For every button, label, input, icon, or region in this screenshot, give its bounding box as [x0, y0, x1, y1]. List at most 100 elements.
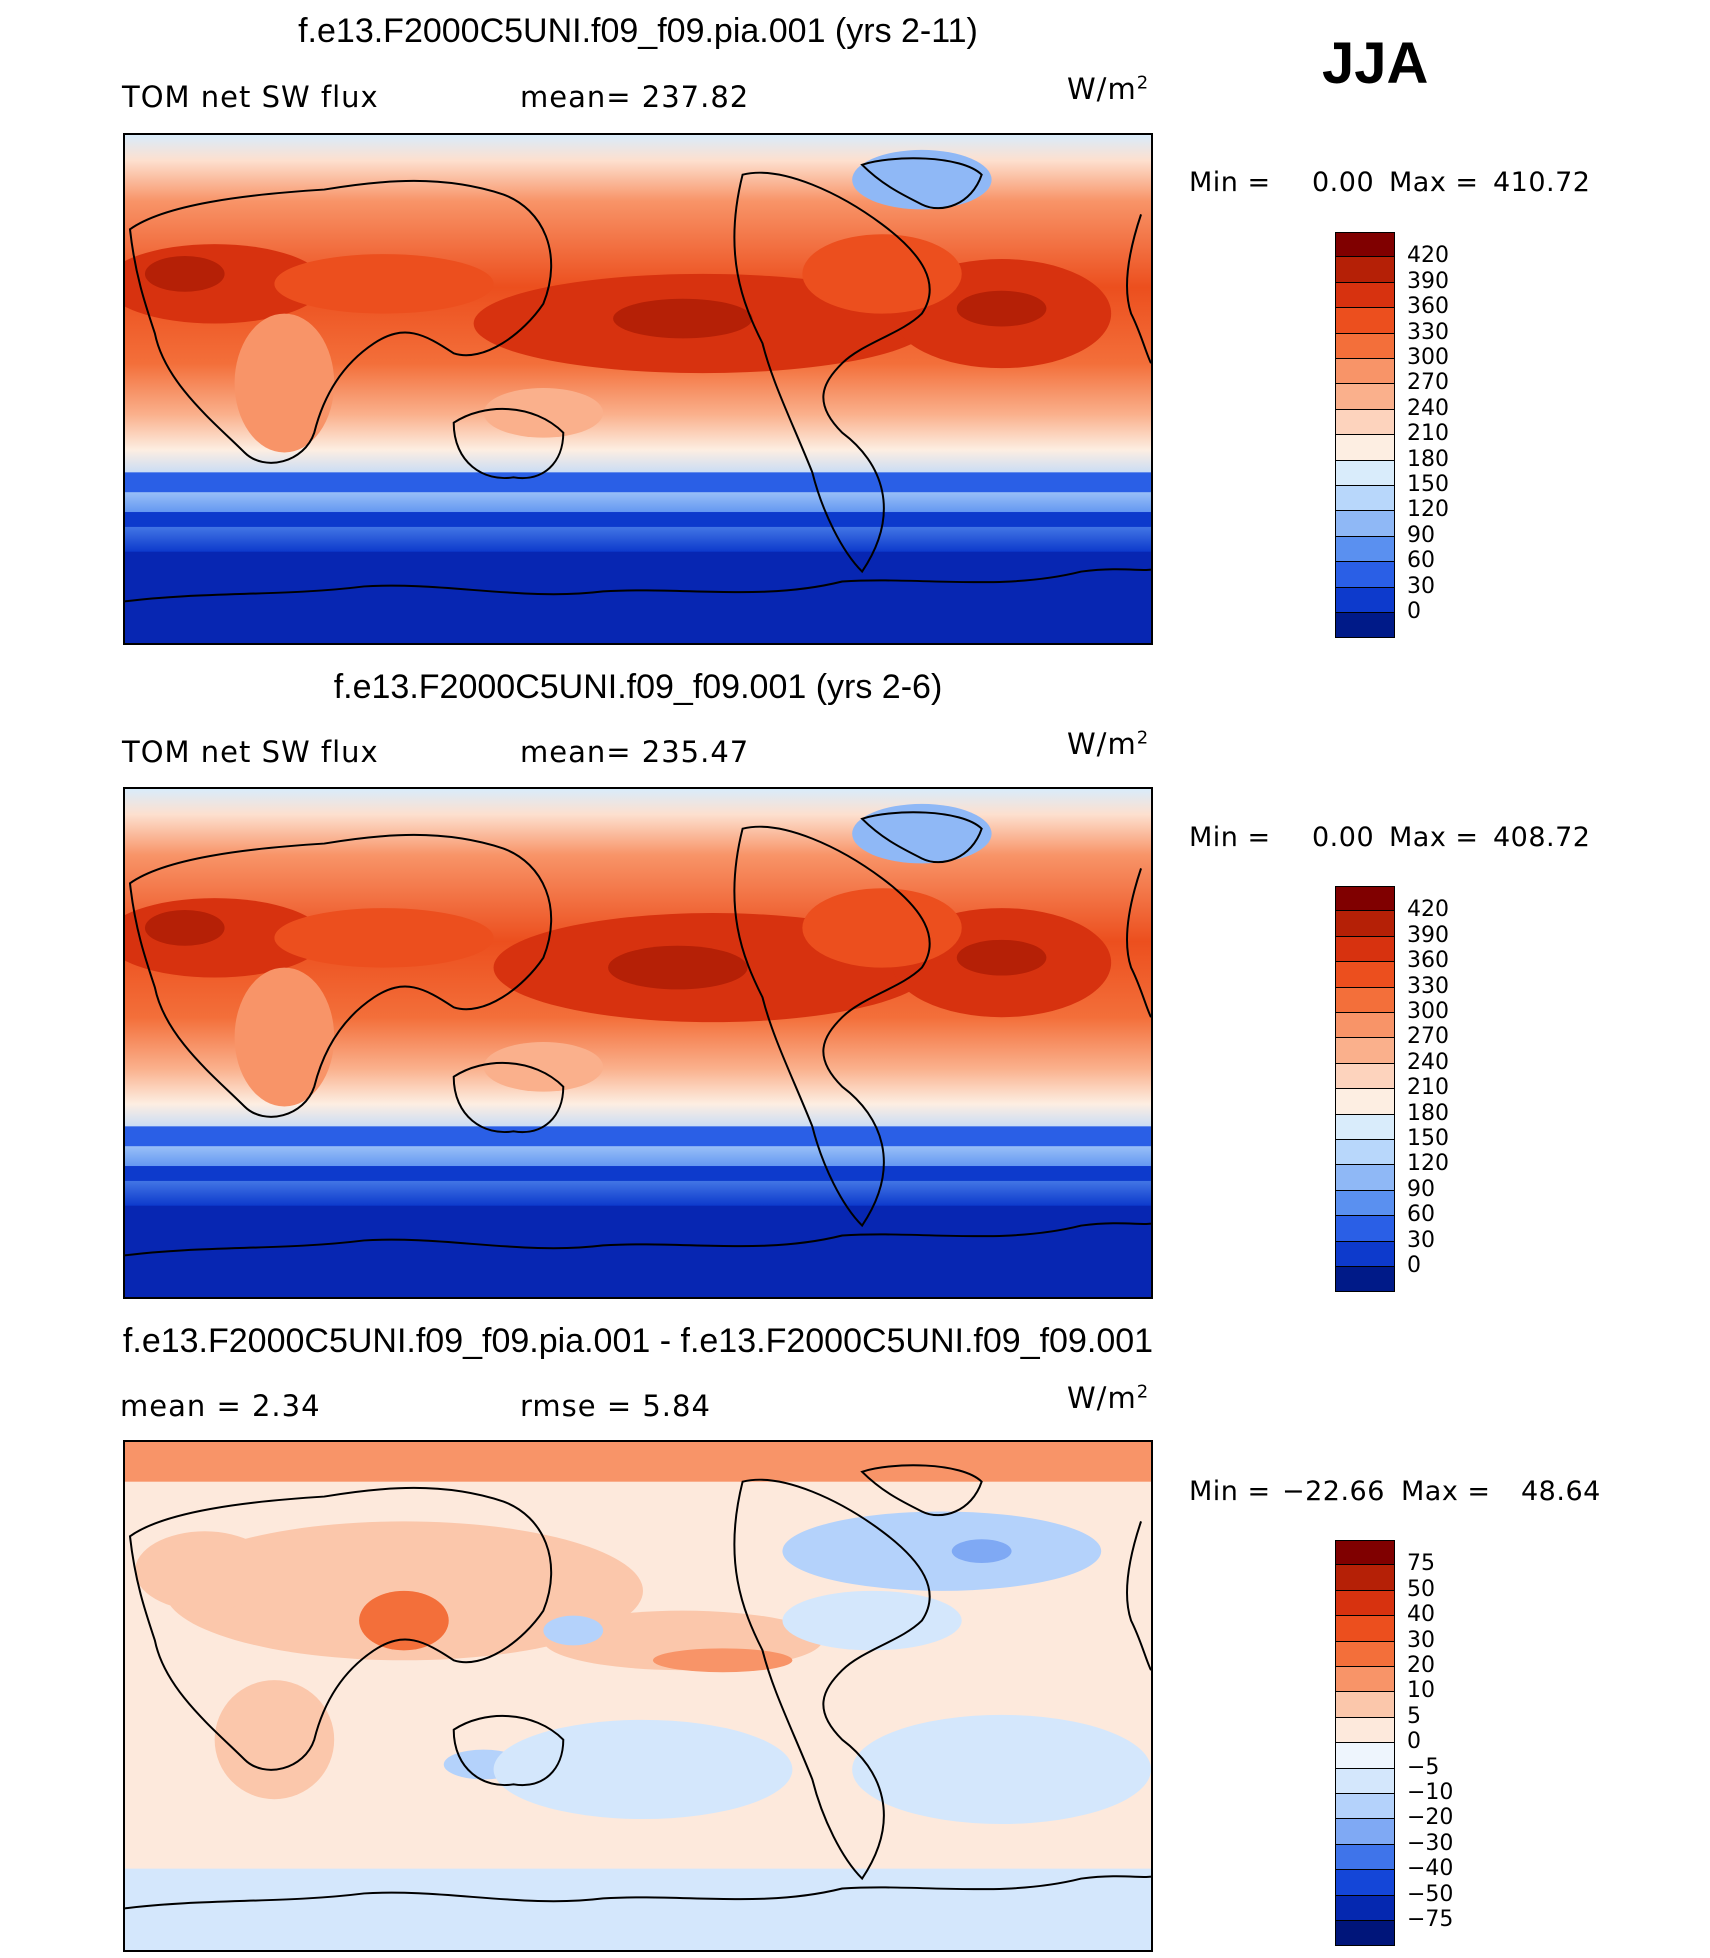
- colorbar-swatch: [1335, 886, 1395, 912]
- colorbar-level-label: −20: [1407, 1805, 1454, 1831]
- panel-1-colorbar: 420 390 360 330 300 270 240 210 180 150 120 90 60 30 0: [1335, 232, 1449, 639]
- colorbar-swatch: [1335, 1667, 1395, 1693]
- colorbar-level-label: 150: [1407, 1126, 1449, 1151]
- colorbar-swatch: [1335, 1190, 1395, 1217]
- colorbar-level-label: 90: [1407, 1176, 1435, 1202]
- colorbar-level-label: 300: [1407, 345, 1449, 370]
- panel-3-min-label: Min =: [1189, 1476, 1271, 1507]
- colorbar-swatch: [1335, 1216, 1395, 1242]
- colorbar-level-label: 0: [1407, 599, 1421, 624]
- panel-2-max-label: Max =: [1389, 822, 1479, 853]
- panel-3-rmse-label: rmse = 5.84: [520, 1389, 711, 1423]
- colorbar-level-label: 50: [1407, 1576, 1435, 1602]
- colorbar-level-label: 60: [1407, 548, 1435, 574]
- colorbar-swatch: [1335, 587, 1395, 613]
- colorbar-swatch: [1335, 1241, 1395, 1267]
- panel-2-max-value: 408.72: [1493, 822, 1591, 853]
- colorbar-level-label: 390: [1407, 922, 1449, 948]
- colorbar-swatch: [1335, 257, 1395, 283]
- colorbar-swatch: [1335, 1565, 1395, 1591]
- colorbar-swatch: [1335, 1013, 1395, 1039]
- colorbar-swatch: [1335, 333, 1395, 359]
- colorbar-swatch: [1335, 232, 1395, 258]
- panel-1-title: f.e13.F2000C5UNI.f09_f09.pia.001 (yrs 2-…: [298, 12, 978, 50]
- colorbar-level-label: 180: [1407, 446, 1449, 472]
- colorbar-level-label: 210: [1407, 1075, 1449, 1101]
- panel-3-max-label: Max =: [1401, 1476, 1491, 1507]
- panel-1-unit-base: W/m: [1067, 72, 1137, 106]
- colorbar-level-label: −40: [1407, 1856, 1454, 1882]
- colorbar-swatch: [1335, 384, 1395, 410]
- colorbar-level-label: 270: [1407, 370, 1449, 396]
- panel-3-colorbar: 75 50 40 30 20 10 5 0 −5 −10 −20 −30 −40 −50 −75: [1335, 1540, 1453, 1947]
- panel-3-map-field: [125, 1442, 1151, 1950]
- colorbar-level-label: 330: [1407, 973, 1449, 999]
- colorbar-level-label: 360: [1407, 948, 1449, 974]
- colorbar-level-label: −30: [1407, 1830, 1454, 1856]
- colorbar-level-label: 75: [1407, 1551, 1435, 1577]
- colorbar-swatch: [1335, 562, 1395, 588]
- colorbar-level-label: 5: [1407, 1703, 1421, 1729]
- panel-1-max-label: Max =: [1389, 167, 1479, 198]
- colorbar-level-label: 270: [1407, 1024, 1449, 1050]
- colorbar-level-label: 60: [1407, 1202, 1435, 1228]
- colorbar-swatch: [1335, 1267, 1395, 1293]
- colorbar-level-label: 300: [1407, 999, 1449, 1024]
- panel-2-unit-exp: 2: [1136, 727, 1150, 749]
- colorbar-swatch: [1335, 987, 1395, 1013]
- colorbar-swatch: [1335, 1165, 1395, 1191]
- panel-2-unit: W/m2: [1067, 727, 1149, 761]
- colorbar-swatch: [1335, 486, 1395, 512]
- panel-2-colorbar: 420 390 360 330 300 270 240 210 180 150 120 90 60 30 0: [1335, 886, 1449, 1293]
- panel-1-max-value: 410.72: [1493, 167, 1591, 198]
- panel-3-min-value: −22.66: [1282, 1476, 1385, 1507]
- colorbar-swatch: [1335, 1870, 1395, 1896]
- colorbar-swatch: [1335, 1844, 1395, 1871]
- colorbar-level-label: 90: [1407, 522, 1435, 548]
- colorbar-level-label: −10: [1407, 1780, 1454, 1805]
- colorbar-swatch: [1335, 1921, 1395, 1947]
- colorbar-swatch: [1335, 1114, 1395, 1140]
- colorbar-swatch: [1335, 1089, 1395, 1115]
- colorbar-level-label: 240: [1407, 1049, 1449, 1075]
- panel-1-mean-label: mean= 237.82: [520, 80, 750, 114]
- panel-2-mean-label: mean= 235.47: [520, 735, 750, 769]
- colorbar-swatch: [1335, 409, 1395, 436]
- colorbar-swatch: [1335, 1590, 1395, 1617]
- colorbar-swatch: [1335, 613, 1395, 639]
- colorbar-swatch: [1335, 1794, 1395, 1820]
- colorbar-swatch: [1335, 911, 1395, 937]
- colorbar-swatch: [1335, 511, 1395, 537]
- colorbar-level-label: 210: [1407, 421, 1449, 447]
- panel-1-min-value: 0.00: [1312, 167, 1375, 198]
- panel-2-unit-base: W/m: [1067, 727, 1137, 761]
- colorbar-level-label: 0: [1407, 1729, 1421, 1755]
- colorbar-swatch: [1335, 536, 1395, 563]
- colorbar-swatch: [1335, 1895, 1395, 1921]
- colorbar-swatch: [1335, 435, 1395, 461]
- colorbar-swatch: [1335, 359, 1395, 385]
- colorbar-level-label: 20: [1407, 1653, 1435, 1678]
- colorbar-level-label: 150: [1407, 472, 1449, 497]
- panel-1-min-label: Min =: [1189, 167, 1271, 198]
- colorbar-level-label: 420: [1407, 897, 1449, 923]
- colorbar-swatch: [1335, 460, 1395, 486]
- colorbar-level-label: 330: [1407, 319, 1449, 345]
- colorbar-level-label: 240: [1407, 395, 1449, 421]
- season-label: JJA: [1322, 31, 1429, 96]
- colorbar-swatch: [1335, 1063, 1395, 1090]
- colorbar-level-label: 30: [1407, 1227, 1435, 1253]
- panel-2-map-field: [125, 789, 1151, 1297]
- panel-3-max-value: 48.64: [1521, 1476, 1601, 1507]
- colorbar-level-label: −50: [1407, 1881, 1454, 1907]
- colorbar-level-label: 40: [1407, 1602, 1435, 1628]
- colorbar-level-label: 120: [1407, 497, 1449, 523]
- colorbar-swatch: [1335, 1819, 1395, 1845]
- panel-1-unit: W/m2: [1067, 72, 1149, 106]
- colorbar-swatch: [1335, 1692, 1395, 1718]
- panel-3-mean-label: mean = 2.34: [120, 1389, 321, 1423]
- colorbar-swatch: [1335, 1038, 1395, 1064]
- panel-3-unit: W/m2: [1067, 1381, 1149, 1415]
- colorbar-level-label: 120: [1407, 1151, 1449, 1177]
- panel-1-map-field: [125, 135, 1151, 643]
